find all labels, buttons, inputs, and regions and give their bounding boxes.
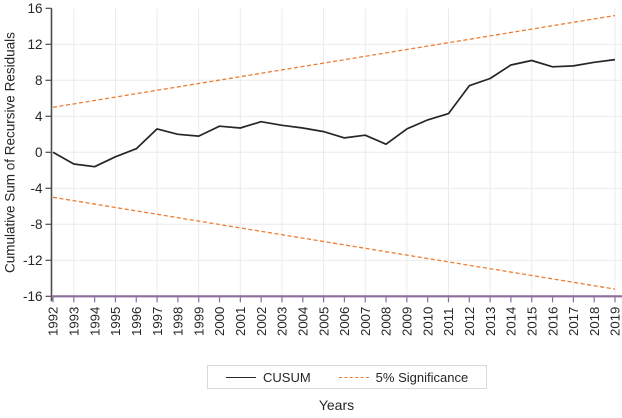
x-axis-title: Years xyxy=(318,397,355,413)
x-tick-label: 2006 xyxy=(337,307,352,336)
series-line-5-significance-lower-bound xyxy=(52,196,616,290)
x-tick-label: 2010 xyxy=(420,307,435,336)
y-tick-label: 16 xyxy=(27,1,42,16)
x-tick-label: 1996 xyxy=(129,307,144,336)
x-tick-label: 1994 xyxy=(87,307,102,336)
y-tick-label: 4 xyxy=(35,109,43,124)
x-tick-label: 1998 xyxy=(171,307,186,336)
series-line-cusum xyxy=(52,58,616,168)
x-tick-label: 2012 xyxy=(462,307,477,336)
cusum-line-swatch-icon xyxy=(226,376,256,378)
y-tick-label: -16 xyxy=(23,289,43,304)
x-tick-label: 2009 xyxy=(400,307,415,336)
x-tick-label: 2015 xyxy=(524,307,539,336)
x-tick-label: 1995 xyxy=(108,307,123,336)
x-tick-label: 2013 xyxy=(483,307,498,336)
x-tick-label: 1992 xyxy=(46,307,61,336)
x-tick-label: 2019 xyxy=(608,307,622,336)
y-tick-label: 0 xyxy=(35,145,43,160)
y-tick-label: -4 xyxy=(30,181,42,196)
x-tick-label: 1999 xyxy=(191,307,206,336)
y-tick-label: -8 xyxy=(30,217,42,232)
x-tick-label: 2000 xyxy=(212,307,227,336)
significance-line-swatch-icon xyxy=(338,376,369,378)
x-tick-label: 2016 xyxy=(545,307,560,336)
y-tick-label: 8 xyxy=(35,73,43,88)
x-tick-label: 1997 xyxy=(150,307,165,336)
legend-label-cusum: CUSUM xyxy=(263,369,311,385)
x-tick-label: 2011 xyxy=(441,308,456,336)
x-tick-label: 2003 xyxy=(275,307,290,336)
legend: CUSUM 5% Significance xyxy=(207,365,488,389)
x-tick-label: 2002 xyxy=(254,307,269,336)
x-tick-label: 2008 xyxy=(379,307,394,336)
x-tick-label: 2004 xyxy=(295,307,310,336)
legend-label-significance: 5% Significance xyxy=(375,369,469,385)
x-tick-label: 2014 xyxy=(504,307,519,336)
x-tick-label: 2007 xyxy=(358,307,373,336)
legend-item-cusum: CUSUM xyxy=(226,370,311,385)
legend-item-significance: 5% Significance xyxy=(338,369,469,385)
x-tick-label: 2017 xyxy=(566,307,581,336)
x-tick-label: 2005 xyxy=(316,307,331,336)
series-line-5-significance-upper-bound xyxy=(52,14,616,108)
x-tick-label: 2001 xyxy=(233,307,248,336)
y-tick-label: 12 xyxy=(27,37,42,52)
x-tick-label: 2018 xyxy=(587,307,602,336)
y-tick-label: -12 xyxy=(23,253,43,268)
x-tick-label: 1993 xyxy=(67,307,82,336)
